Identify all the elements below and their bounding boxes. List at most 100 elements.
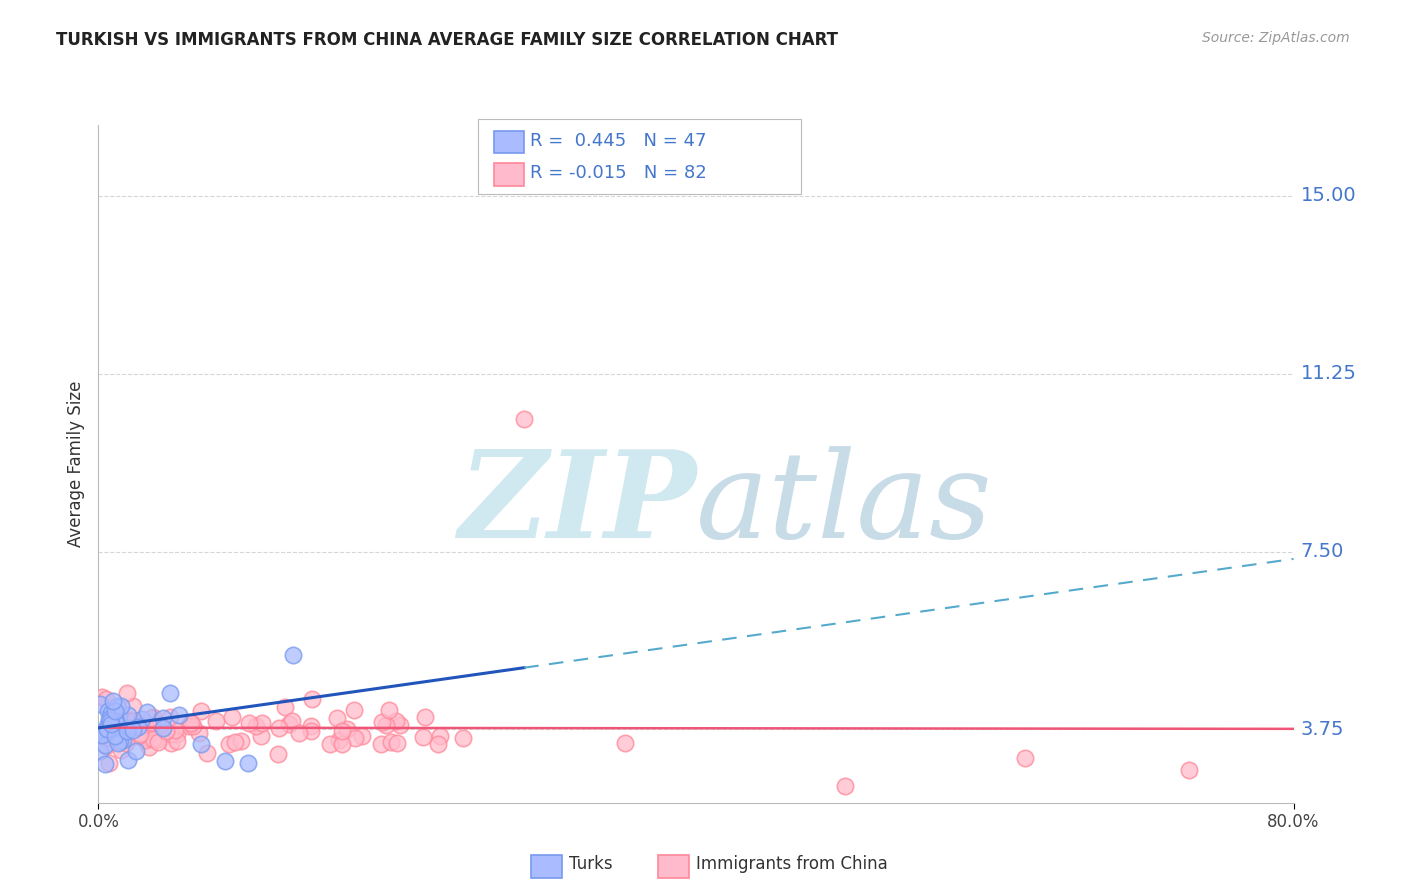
Point — [375, 718, 398, 732]
Point — [125, 744, 148, 758]
Point — [326, 711, 349, 725]
Point — [115, 736, 138, 750]
Point — [336, 723, 359, 737]
Point — [180, 716, 202, 731]
Text: ZIP: ZIP — [458, 445, 696, 564]
Point — [142, 710, 165, 724]
Point — [146, 731, 169, 746]
Point — [221, 710, 243, 724]
Text: TURKISH VS IMMIGRANTS FROM CHINA AVERAGE FAMILY SIZE CORRELATION CHART: TURKISH VS IMMIGRANTS FROM CHINA AVERAGE… — [56, 31, 838, 49]
Point — [97, 712, 120, 726]
Point — [101, 694, 124, 708]
Point — [105, 715, 128, 730]
Point — [269, 722, 291, 736]
Text: 7.50: 7.50 — [1301, 542, 1344, 561]
Point — [136, 705, 159, 719]
Point — [100, 715, 122, 730]
Text: atlas: atlas — [696, 446, 993, 563]
Point — [159, 709, 181, 723]
Point — [87, 725, 110, 739]
Text: R =  0.445   N = 47: R = 0.445 N = 47 — [530, 132, 707, 150]
Point — [104, 705, 127, 719]
Point — [100, 706, 122, 721]
Point — [100, 709, 122, 723]
Point — [427, 737, 450, 751]
Point — [89, 698, 111, 712]
Point — [274, 700, 297, 714]
Point — [121, 698, 143, 713]
Point — [224, 734, 246, 748]
Point — [1178, 763, 1201, 777]
Point — [160, 736, 183, 750]
Point — [513, 412, 536, 426]
Point — [301, 691, 323, 706]
Point — [453, 731, 475, 745]
Point — [330, 724, 353, 739]
Point — [108, 733, 131, 747]
Point — [152, 722, 174, 736]
Point — [135, 720, 157, 734]
Point — [134, 733, 156, 747]
Point — [115, 733, 138, 747]
Text: 11.25: 11.25 — [1301, 364, 1357, 384]
Point — [343, 731, 366, 745]
Point — [117, 686, 139, 700]
Point — [94, 726, 117, 740]
Text: Turks: Turks — [569, 855, 613, 873]
Point — [112, 732, 135, 747]
Text: R = -0.015   N = 82: R = -0.015 N = 82 — [530, 164, 707, 182]
Point — [165, 723, 187, 737]
Point — [245, 719, 267, 733]
Point — [98, 714, 121, 728]
Point — [250, 715, 273, 730]
Point — [141, 715, 163, 730]
Point — [166, 733, 188, 747]
Text: 15.00: 15.00 — [1301, 186, 1357, 205]
Point — [115, 724, 138, 739]
Point — [385, 714, 408, 728]
Point — [195, 746, 218, 760]
Point — [371, 715, 394, 730]
Point — [188, 726, 211, 740]
Point — [429, 729, 451, 743]
Point — [350, 730, 373, 744]
Point — [299, 718, 322, 732]
Point — [288, 726, 311, 740]
Point — [93, 756, 115, 771]
Point — [281, 714, 304, 728]
Point — [100, 717, 122, 731]
Point — [97, 704, 120, 718]
Point — [177, 719, 200, 733]
Point — [104, 715, 127, 730]
Point — [412, 730, 434, 744]
Y-axis label: Average Family Size: Average Family Size — [67, 381, 86, 547]
Point — [117, 714, 139, 728]
Point — [299, 724, 322, 739]
Point — [89, 744, 111, 758]
Point — [250, 729, 273, 743]
Text: Source: ZipAtlas.com: Source: ZipAtlas.com — [1202, 31, 1350, 45]
Point — [121, 723, 143, 737]
Point — [110, 698, 132, 713]
Point — [91, 728, 114, 742]
Point — [214, 754, 236, 768]
Point — [96, 718, 118, 732]
Point — [124, 714, 146, 729]
Point — [120, 714, 142, 729]
Point — [138, 740, 160, 755]
Point — [1014, 751, 1036, 765]
Point — [413, 710, 436, 724]
Text: Immigrants from China: Immigrants from China — [696, 855, 887, 873]
Point — [96, 692, 118, 706]
Point — [205, 714, 228, 728]
Point — [127, 729, 149, 743]
Point — [152, 711, 174, 725]
Point — [380, 735, 402, 749]
Point — [389, 718, 412, 732]
Point — [108, 710, 131, 724]
Point — [127, 720, 149, 734]
Point — [370, 737, 392, 751]
Point — [160, 726, 183, 740]
Point — [278, 717, 301, 731]
Point — [238, 716, 260, 731]
